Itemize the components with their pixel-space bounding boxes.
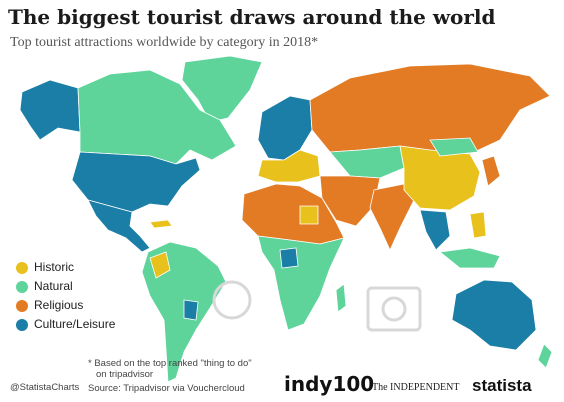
- region: [537, 343, 553, 369]
- region: [335, 283, 347, 313]
- legend-label: Natural: [34, 279, 73, 293]
- legend-swatch: [16, 262, 28, 274]
- logo: indy100: [284, 372, 374, 396]
- region: [149, 219, 173, 229]
- region: [429, 137, 479, 157]
- subtitle: Top tourist attractions worldwide by cat…: [10, 35, 318, 50]
- legend-swatch: [16, 300, 28, 312]
- region: [419, 209, 451, 251]
- region: [279, 247, 299, 269]
- footnote: on tripadvisor: [96, 369, 153, 380]
- credit: @StatistaCharts: [10, 382, 80, 393]
- region: [451, 279, 537, 351]
- logo: The INDEPENDENT: [372, 382, 459, 393]
- region: [181, 55, 263, 123]
- title: The biggest tourist draws around the wor…: [8, 5, 496, 29]
- region: [87, 199, 151, 253]
- region: [149, 251, 171, 279]
- region: [439, 247, 501, 269]
- source: Source: Tripadvisor via Vouchercloud: [88, 383, 245, 394]
- legend-label: Historic: [34, 260, 74, 274]
- legend-swatch: [16, 319, 28, 331]
- logo: statista: [472, 376, 532, 395]
- region: [469, 211, 487, 239]
- region: [299, 205, 319, 225]
- legend-swatch: [16, 281, 28, 293]
- legend-label: Religious: [34, 298, 83, 312]
- decoration: [212, 280, 422, 332]
- legend: Historic Natural Religious Culture/Leisure: [16, 260, 116, 331]
- region: [481, 155, 501, 187]
- legend-label: Culture/Leisure: [34, 317, 116, 331]
- footnote: * Based on the top ranked "thing to do": [88, 358, 252, 369]
- region: [19, 79, 81, 141]
- region: [183, 299, 199, 321]
- world-map: [19, 55, 553, 383]
- region: [257, 235, 345, 331]
- region: [257, 95, 313, 161]
